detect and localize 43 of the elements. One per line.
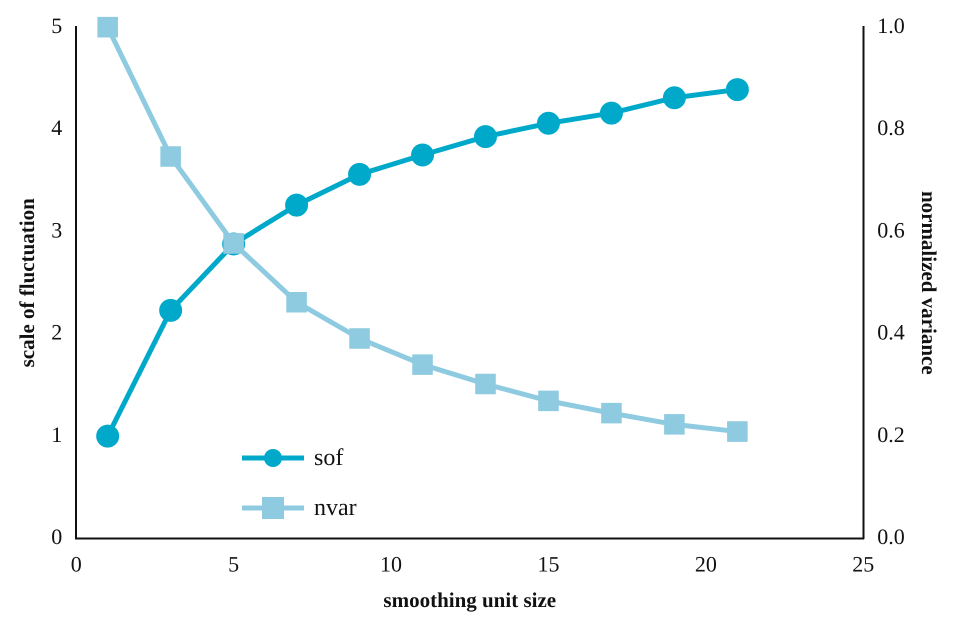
y-tick-label: 2 (51, 320, 62, 345)
y-tick-label: 0 (51, 524, 62, 550)
y2-tick-label: 0.2 (877, 422, 905, 447)
point (412, 354, 433, 375)
y2-tick-label: 0.4 (877, 320, 905, 345)
point (474, 125, 497, 148)
point (159, 298, 182, 322)
y-axis-title: scale of fluctuation (15, 198, 40, 368)
y2-tick-label: 0.6 (877, 217, 905, 242)
y2-tick-label: 1.0 (877, 12, 905, 38)
point (97, 16, 118, 38)
y-tick-label: 3 (51, 217, 62, 242)
point (600, 102, 623, 125)
y-tick-label: 1 (51, 422, 62, 447)
point (664, 414, 685, 435)
y2-tick-label: 0.0 (877, 524, 905, 550)
x-tick-label: 25 (852, 551, 874, 576)
x-tick-label: 5 (228, 551, 240, 576)
y2-axis-title: normalized variance (916, 190, 941, 375)
point (96, 424, 120, 448)
x-tick-label: 15 (537, 551, 560, 576)
point (475, 374, 496, 394)
point (538, 390, 559, 412)
point (726, 78, 749, 102)
point (536, 112, 560, 135)
y-tick-label: 4 (51, 115, 62, 140)
point (349, 328, 370, 349)
legend-label: nvar (314, 494, 357, 522)
point (662, 86, 686, 110)
x-tick-label: 10 (380, 551, 402, 576)
x-tick-label: 0 (70, 551, 82, 576)
legend-label: sof (314, 444, 344, 472)
point (286, 292, 307, 313)
point (285, 194, 308, 217)
x-tick-label: 20 (694, 551, 717, 576)
point (160, 146, 181, 167)
x-axis-title: smoothing unit size (383, 588, 556, 612)
y-tick-label: 5 (51, 12, 62, 38)
point (727, 421, 748, 442)
point (411, 144, 434, 166)
point (348, 162, 372, 186)
point (601, 402, 622, 424)
y2-tick-label: 0.8 (877, 115, 905, 140)
